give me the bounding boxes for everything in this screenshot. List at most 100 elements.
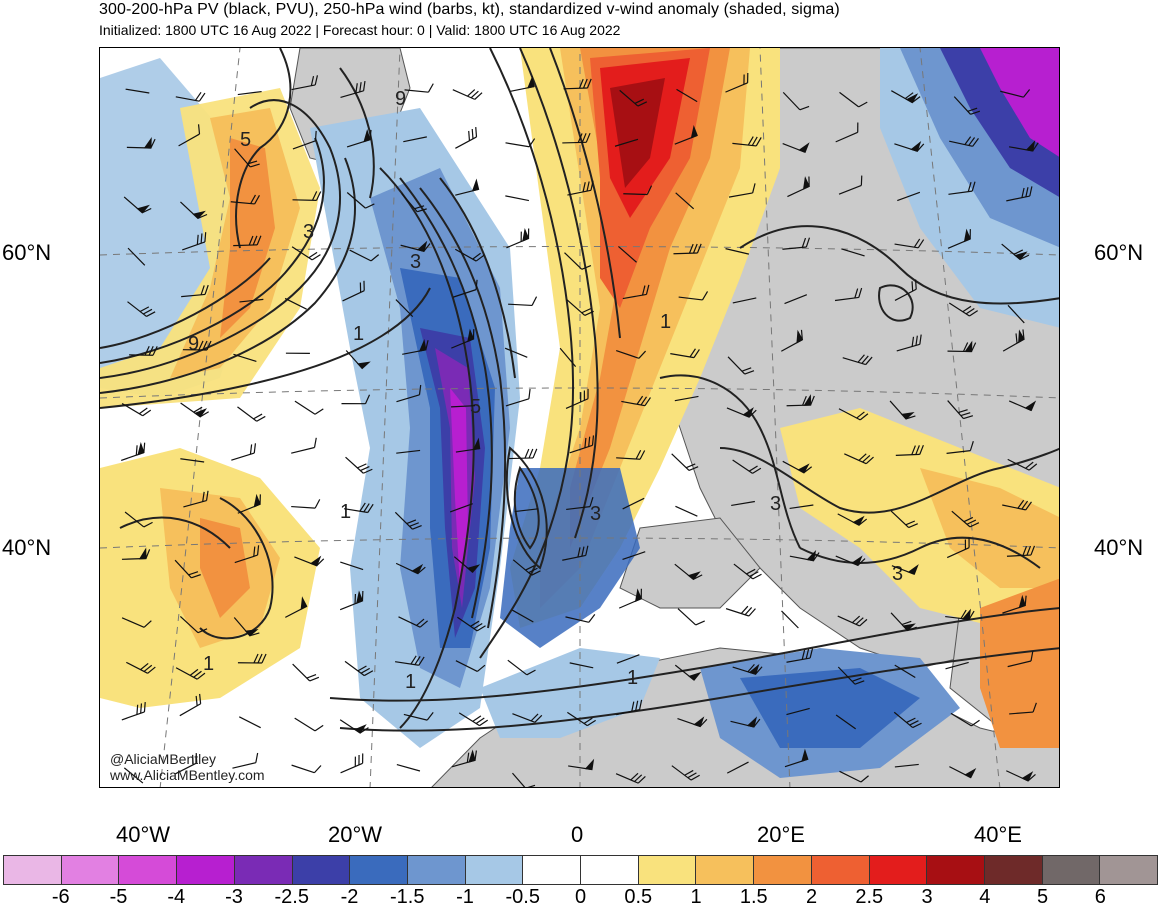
wind-barb: [394, 511, 422, 530]
wind-barb: [947, 228, 971, 249]
contour-label: 1: [627, 667, 638, 689]
wind-barb: [123, 767, 144, 784]
wind-barb: [948, 181, 976, 195]
wind-barb: [398, 616, 429, 628]
wind-barb: [732, 136, 762, 147]
colorbar-box: [984, 856, 1043, 884]
wind-barb: [183, 490, 209, 508]
wind-barb: [784, 748, 809, 768]
colorbar-label: 1: [690, 886, 702, 908]
wind-barb: [455, 178, 480, 196]
wind-barb: [781, 329, 804, 352]
wind-barb: [1007, 304, 1025, 324]
contour-label: 9: [188, 333, 199, 355]
wind-barb: [451, 405, 476, 408]
credit-handle: @AliciaMBentley: [110, 751, 217, 767]
wind-barb: [567, 711, 596, 727]
colorbar-label: 5: [1036, 886, 1049, 908]
wind-barb: [505, 388, 531, 407]
wind-barb: [615, 349, 647, 359]
wind-barb: [567, 180, 594, 196]
wind-barb: [894, 238, 925, 249]
contour-label: 3: [410, 251, 421, 273]
colorbar-label: 6: [1094, 886, 1106, 908]
wind-barb: [622, 284, 650, 300]
wind-barb: [396, 449, 421, 454]
wind-barb: [512, 609, 534, 623]
wind-barb: [401, 193, 427, 213]
wind-barb: [894, 763, 919, 768]
wind-barb: [782, 91, 810, 111]
wind-barb: [786, 707, 810, 716]
wind-barb: [233, 353, 257, 362]
wind-barb: [453, 279, 478, 298]
colorbar-label: -2.5: [274, 886, 309, 908]
wind-barb: [1009, 702, 1037, 715]
wind-barb: [782, 142, 810, 154]
wind-barb: [676, 88, 698, 103]
wind-barb: [893, 711, 922, 729]
wind-barb: [674, 124, 698, 145]
wind-barb: [120, 441, 146, 462]
wind-barb: [675, 192, 695, 210]
wind-barb: [727, 356, 755, 375]
wind-barb: [842, 354, 873, 366]
wind-barb: [179, 693, 202, 717]
wind-barb: [945, 608, 975, 621]
wind-barb: [294, 400, 324, 415]
contour-label: 1: [353, 323, 364, 345]
colorbar-label: 3: [921, 886, 933, 908]
colorbar-label: -6: [51, 886, 70, 908]
wind-barb: [616, 654, 640, 664]
wind-barb: [618, 246, 637, 263]
wind-barb: [451, 749, 478, 768]
wind-barb: [344, 660, 374, 677]
wind-barb: [339, 590, 364, 611]
lat-label-40n-right: 40°N: [1094, 535, 1144, 560]
wind-barb: [733, 563, 762, 580]
colorbar-label: -2: [340, 886, 359, 908]
wind-barb: [453, 556, 481, 574]
wind-barb: [946, 441, 974, 454]
wind-barb: [123, 196, 152, 214]
wind-barb: [291, 246, 321, 261]
wind-barb: [126, 137, 156, 149]
wind-barb: [1002, 329, 1025, 352]
colorbar-box: [350, 856, 408, 884]
colorbar-box: [696, 856, 755, 884]
wind-barb: [458, 712, 489, 727]
wind-barb: [284, 297, 307, 310]
credit-site: www.AliciaMBentley.com: [110, 767, 265, 783]
wind-barb: [178, 124, 201, 147]
wind-barb: [1000, 89, 1031, 98]
wind-barb: [894, 140, 925, 152]
wind-barb: [292, 191, 322, 201]
wind-barb: [230, 194, 260, 205]
wind-barb: [614, 138, 639, 147]
wind-barb: [512, 713, 543, 723]
lon-label-0: 0: [571, 822, 584, 847]
wind-barb: [569, 435, 595, 454]
wind-barb: [180, 458, 205, 463]
wind-barb: [559, 347, 577, 367]
wind-barb: [787, 176, 810, 198]
wind-barb: [839, 91, 868, 108]
colorbar-labels: -6 -5 -4 -3 -2.5 -2 -1.5 -1 -0.5 0 0.5 1 1.5 2 2.5 3 4 5 6: [3, 886, 1158, 912]
wind-barb: [671, 765, 700, 781]
wind-barb: [726, 407, 757, 418]
wind-barb: [505, 195, 530, 202]
contour-label: 3: [590, 503, 601, 525]
wind-barb: [565, 388, 589, 409]
lon-label-20w: 20°W: [328, 822, 383, 847]
colorbar-label: 2: [805, 886, 818, 908]
wind-barb: [345, 456, 373, 474]
map-title: 300-200-hPa PV (black, PVU), 250-hPa win…: [99, 1, 840, 18]
wind-barb: [674, 395, 699, 402]
wind-barb: [175, 91, 206, 102]
wind-barb: [340, 753, 364, 774]
wind-barb: [728, 183, 756, 198]
wind-barb: [341, 394, 371, 405]
colorbar-label: 4: [979, 886, 991, 908]
wind-barb: [789, 504, 814, 510]
wind-barb: [175, 753, 198, 775]
